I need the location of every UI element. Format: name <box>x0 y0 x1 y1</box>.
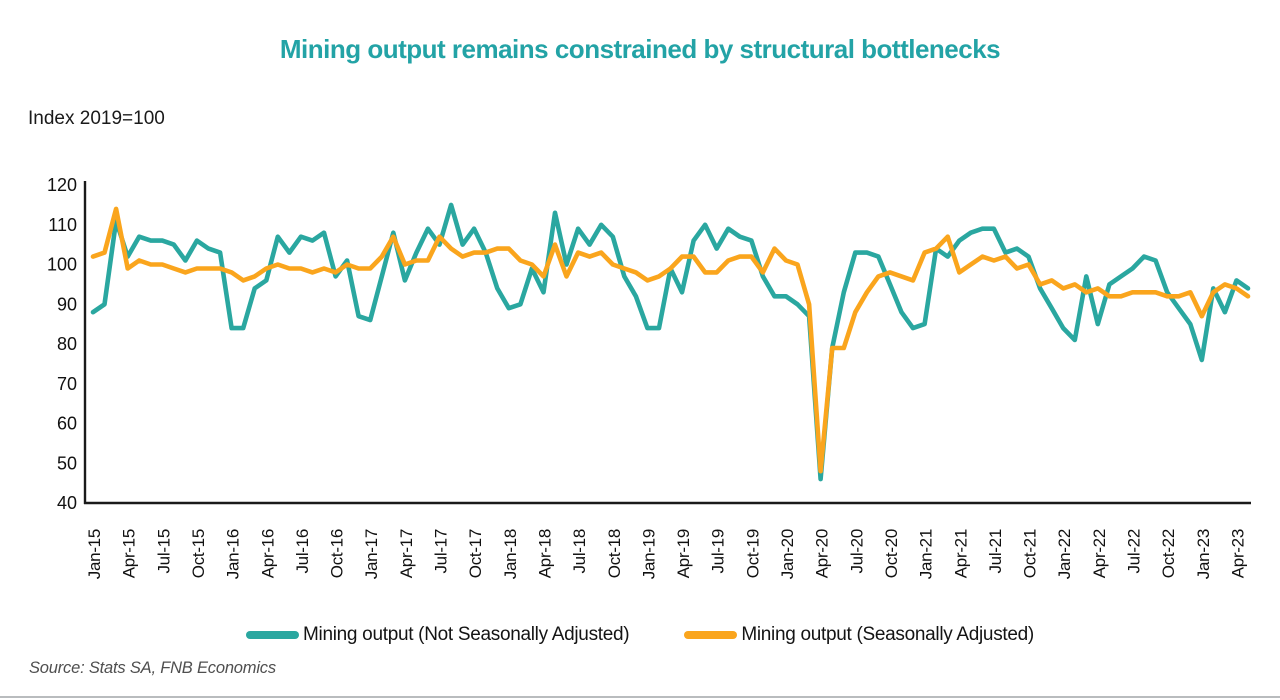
x-axis-tick-label: Oct-17 <box>466 529 485 578</box>
x-axis-tick-label: Jul-20 <box>847 529 866 574</box>
series-line-sa <box>90 206 1251 474</box>
x-axis-tick-label: Apr-18 <box>535 529 554 578</box>
x-axis-tick-label: Jan-22 <box>1055 529 1074 579</box>
y-axis-tick-label: 40 <box>57 493 77 513</box>
x-axis-tick-label: Oct-19 <box>743 529 762 578</box>
y-axis-tick-label: 50 <box>57 453 77 473</box>
y-axis-tick-label: 90 <box>57 294 77 314</box>
x-axis-tick-label: Jul-19 <box>709 529 728 574</box>
x-axis-tick-label: Apr-16 <box>258 529 277 578</box>
axis-unit-label: Index 2019=100 <box>28 108 165 129</box>
sa-line-swatch-icon <box>684 631 738 639</box>
x-axis-tick-label: Oct-15 <box>189 529 208 578</box>
x-axis-tick-label: Oct-22 <box>1159 529 1178 578</box>
x-axis-tick-label: Oct-18 <box>605 529 624 578</box>
legend-item-nsa: Mining output (Not Seasonally Adjusted) <box>246 624 630 646</box>
x-axis-tick-label: Apr-15 <box>120 529 139 578</box>
y-axis-tick-label: 80 <box>57 334 77 354</box>
x-axis-tick-label: Jul-16 <box>293 529 312 574</box>
y-axis-tick-label: 100 <box>47 255 77 275</box>
y-axis-tick-label: 60 <box>57 414 77 434</box>
x-axis-tick-label: Apr-22 <box>1090 529 1109 578</box>
x-axis-tick-label: Jan-17 <box>362 529 381 579</box>
y-axis-tick-label: 120 <box>47 175 77 195</box>
legend-label-sa: Mining output (Seasonally Adjusted) <box>741 624 1034 645</box>
source-note: Source: Stats SA, FNB Economics <box>29 659 276 677</box>
x-axis-tick-label: Jan-21 <box>917 529 936 579</box>
x-axis-tick-label: Jan-18 <box>501 529 520 579</box>
x-axis-tick-label: Jul-22 <box>1125 529 1144 574</box>
y-axis-tick-label: 110 <box>48 215 77 235</box>
x-axis-tick-label: Jan-20 <box>778 529 797 579</box>
x-axis-tick-label: Jul-18 <box>570 529 589 574</box>
x-axis-tick-label: Jul-21 <box>986 529 1005 574</box>
x-axis-tick-label: Apr-17 <box>397 529 416 578</box>
y-axis-tick-label: 70 <box>57 374 77 394</box>
x-axis-tick-label: Apr-23 <box>1228 529 1247 578</box>
x-axis-tick-label: Jan-19 <box>639 529 658 579</box>
x-axis-tick-label: Jan-16 <box>224 529 243 579</box>
chart-legend: Mining output (Not Seasonally Adjusted) … <box>0 624 1280 646</box>
x-axis-tick-label: Apr-21 <box>951 529 970 578</box>
x-axis-tick-label: Jan-15 <box>85 529 104 579</box>
x-axis-tick-label: Oct-20 <box>882 529 901 578</box>
x-axis-tick-label: Apr-20 <box>813 529 832 578</box>
chart-title: Mining output remains constrained by str… <box>279 34 1001 64</box>
series-line-nsa <box>90 202 1251 482</box>
bottom-divider <box>0 696 1280 698</box>
legend-item-sa: Mining output (Seasonally Adjusted) <box>684 624 1034 646</box>
x-axis-tick-label: Jan-23 <box>1194 529 1213 579</box>
nsa-line-swatch-icon <box>246 631 300 639</box>
x-axis-tick-label: Apr-19 <box>674 529 693 578</box>
x-axis-tick-label: Oct-16 <box>328 529 347 578</box>
x-axis-tick-label: Oct-21 <box>1021 529 1040 578</box>
x-axis-tick-label: Jul-17 <box>432 529 451 574</box>
x-axis-tick-label: Jul-15 <box>154 529 173 574</box>
legend-label-nsa: Mining output (Not Seasonally Adjusted) <box>303 624 630 645</box>
